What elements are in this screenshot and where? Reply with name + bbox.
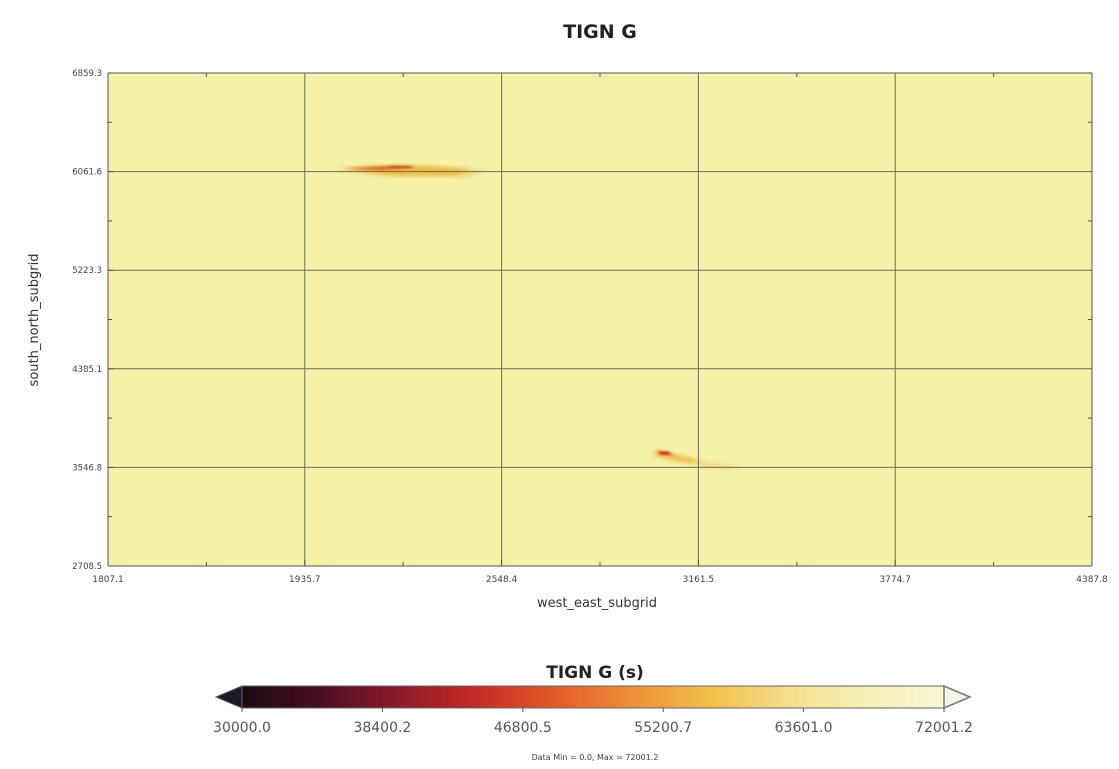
- x-tick-label: 2548.4: [486, 575, 518, 585]
- colorbar-caption: Data Min = 0.0, Max = 72001.2: [532, 753, 659, 762]
- x-tick-label: 1935.7: [289, 575, 321, 585]
- y-tick-label: 6061.6: [72, 168, 102, 178]
- y-tick-label: 3546.8: [72, 463, 102, 473]
- colorbar-tick-label: 72001.2: [915, 720, 973, 736]
- colorbar-gradient: [241, 685, 945, 709]
- chart-title: TIGN G: [563, 21, 637, 43]
- colorbar-tick-label: 30000.0: [213, 720, 271, 736]
- y-tick-label: 4385.1: [72, 365, 102, 375]
- grid-lines: [108, 73, 1092, 566]
- colorbar-label: TIGN G (s): [546, 663, 644, 683]
- x-tick-label: 4387.8: [1076, 575, 1108, 585]
- y-axis-label: south_north_subgrid: [27, 254, 42, 387]
- x-axis-ticks: 1807.1 1935.7 2548.4 3161.5 3774.7 4387.8: [92, 73, 1108, 585]
- y-tick-label: 2708.5: [72, 562, 102, 572]
- x-axis-label: west_east_subgrid: [537, 596, 657, 611]
- colorbar-tick-label: 38400.2: [353, 720, 411, 736]
- y-tick-label: 5223.3: [72, 266, 102, 276]
- y-axis-ticks: 2708.5 3546.8 4385.1 5223.3 6061.6 6859.3: [72, 69, 1092, 572]
- colorbar-over-arrow: [943, 684, 972, 710]
- colorbar-tick-label: 63601.0: [775, 720, 833, 736]
- x-tick-label: 1807.1: [92, 575, 124, 585]
- fire-hot-zone: [387, 166, 415, 168]
- colorbar: [214, 684, 972, 710]
- x-tick-label: 3161.5: [683, 575, 715, 585]
- plot-background: [108, 73, 1092, 566]
- colorbar-under-arrow: [214, 685, 243, 709]
- colorbar-tick-label: 46800.5: [494, 720, 552, 736]
- colorbar-tick-label: 55200.7: [634, 720, 692, 736]
- y-tick-label: 6859.3: [72, 69, 102, 79]
- fire-hot-zone: [660, 451, 670, 455]
- x-tick-label: 3774.7: [879, 575, 911, 585]
- colorbar-ticks: 30000.0 38400.2 46800.5 55200.7 63601.0 72001…: [213, 708, 973, 736]
